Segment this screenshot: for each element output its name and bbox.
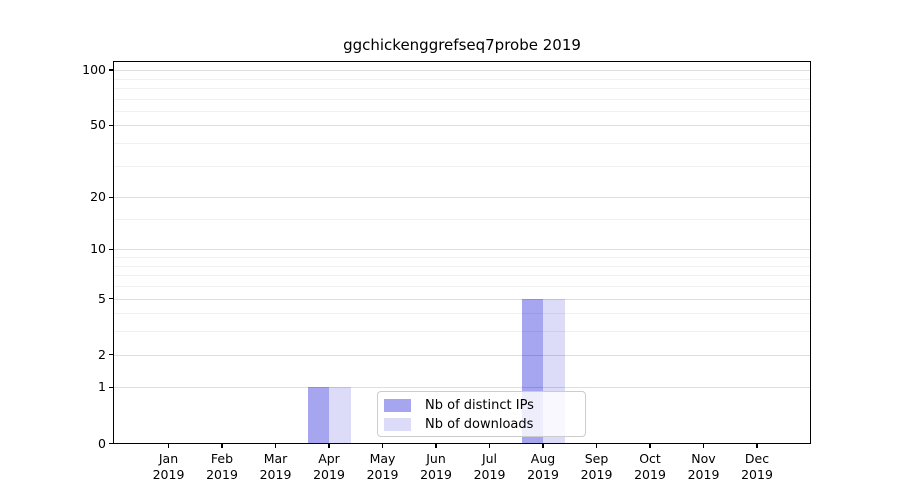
y-axis-tick-label: 0 xyxy=(98,435,106,451)
legend-item: Nb of distinct IPs xyxy=(384,396,579,415)
x-axis-tick xyxy=(702,443,705,448)
gridline-minor xyxy=(113,265,811,267)
gridline-minor xyxy=(113,110,811,112)
gridline-major xyxy=(113,354,811,356)
y-axis-tick xyxy=(109,442,113,445)
x-axis-tick xyxy=(167,443,170,448)
x-axis-tick xyxy=(381,443,384,448)
gridline-minor xyxy=(113,257,811,259)
gridline-major xyxy=(113,70,811,72)
month-year: 2019 xyxy=(580,466,613,482)
gridline-minor xyxy=(113,143,811,145)
gridline-minor xyxy=(113,98,811,100)
legend-item: Nb of downloads xyxy=(384,415,579,434)
month-year: 2019 xyxy=(634,466,666,482)
x-axis-tick xyxy=(488,443,491,448)
x-axis-tick xyxy=(435,443,437,448)
month-name: Mar xyxy=(263,451,288,466)
month-year: 2019 xyxy=(420,466,452,482)
month-year: 2019 xyxy=(473,466,506,482)
month-year: 2019 xyxy=(152,466,185,482)
month-name: Nov xyxy=(691,451,716,466)
month-year: 2019 xyxy=(687,466,720,482)
x-axis-tick xyxy=(542,443,544,448)
x-axis-month-label: Dec 2019 xyxy=(725,451,789,482)
month-year: 2019 xyxy=(206,466,238,482)
bar-downloads xyxy=(329,387,351,444)
y-axis-tick-label: 100 xyxy=(82,62,106,78)
y-axis-tick-label: 2 xyxy=(98,346,106,362)
month-name: Feb xyxy=(210,451,234,466)
plot-frame xyxy=(113,61,811,444)
y-axis-tick xyxy=(109,196,113,198)
y-axis-tick-label: 50 xyxy=(90,117,106,133)
gridline-minor xyxy=(113,331,811,333)
gridline-major xyxy=(113,125,811,127)
month-name: May xyxy=(369,451,396,466)
y-axis-tick xyxy=(109,386,113,388)
y-axis-tick xyxy=(109,69,113,71)
legend-swatch xyxy=(384,418,411,431)
legend-swatch xyxy=(384,399,411,412)
legend-label: Nb of downloads xyxy=(425,417,534,432)
y-axis-tick xyxy=(109,354,113,356)
x-axis-month-label: Jun 2019 xyxy=(404,451,468,482)
month-name: Jan xyxy=(158,451,179,466)
month-name: Aug xyxy=(530,451,556,466)
y-axis-tick xyxy=(109,297,113,300)
gridline-minor xyxy=(113,165,811,167)
month-name: Apr xyxy=(318,451,340,466)
month-year: 2019 xyxy=(366,466,399,482)
x-axis-tick xyxy=(649,443,651,448)
gridline-minor xyxy=(113,87,811,89)
y-axis-tick-label: 5 xyxy=(98,290,106,306)
month-year: 2019 xyxy=(259,466,292,482)
month-name: Dec xyxy=(744,451,770,466)
month-year: 2019 xyxy=(313,466,345,482)
gridline-minor xyxy=(113,313,811,315)
x-axis-month-label: Feb 2019 xyxy=(190,451,254,482)
month-name: Sep xyxy=(584,451,609,466)
gridline-major xyxy=(113,387,811,389)
x-axis-month-label: Mar 2019 xyxy=(244,451,308,482)
y-axis-tick xyxy=(109,248,113,251)
x-axis-month-label: Jul 2019 xyxy=(458,451,522,482)
x-axis-tick xyxy=(274,443,277,448)
month-name: Oct xyxy=(639,451,661,466)
month-name: Jul xyxy=(481,451,498,466)
x-axis-tick xyxy=(595,443,598,448)
x-axis-month-label: Sep 2019 xyxy=(565,451,629,482)
gridline-major xyxy=(113,249,811,251)
chart-title: ggchickenggrefseq7probe 2019 xyxy=(343,36,581,54)
gridline-major xyxy=(113,298,811,300)
month-year: 2019 xyxy=(741,466,773,482)
gridline-major xyxy=(113,197,811,199)
gridline-minor xyxy=(113,78,811,80)
x-axis-month-label: Oct 2019 xyxy=(618,451,682,482)
x-axis-month-label: Apr 2019 xyxy=(297,451,361,482)
x-axis-month-label: May 2019 xyxy=(351,451,415,482)
y-axis-tick-label: 1 xyxy=(98,379,106,395)
y-axis-tick-label: 20 xyxy=(90,189,106,205)
legend: Nb of distinct IPs Nb of downloads xyxy=(377,391,586,437)
y-axis-tick-label: 10 xyxy=(90,241,106,257)
x-axis-month-label: Aug 2019 xyxy=(511,451,575,482)
month-year: 2019 xyxy=(527,466,559,482)
bar-distinct-ips xyxy=(307,387,329,444)
month-name: Jun xyxy=(426,451,446,466)
x-axis-month-label: Jan 2019 xyxy=(137,451,201,482)
gridline-minor xyxy=(113,286,811,288)
gridline-minor xyxy=(113,219,811,221)
y-axis-tick xyxy=(109,124,113,126)
legend-label: Nb of distinct IPs xyxy=(425,398,534,413)
x-axis-tick xyxy=(756,443,758,448)
gridline-minor xyxy=(113,275,811,277)
x-axis-tick xyxy=(328,443,330,448)
x-axis-month-label: Nov 2019 xyxy=(672,451,736,482)
x-axis-tick xyxy=(221,443,223,448)
